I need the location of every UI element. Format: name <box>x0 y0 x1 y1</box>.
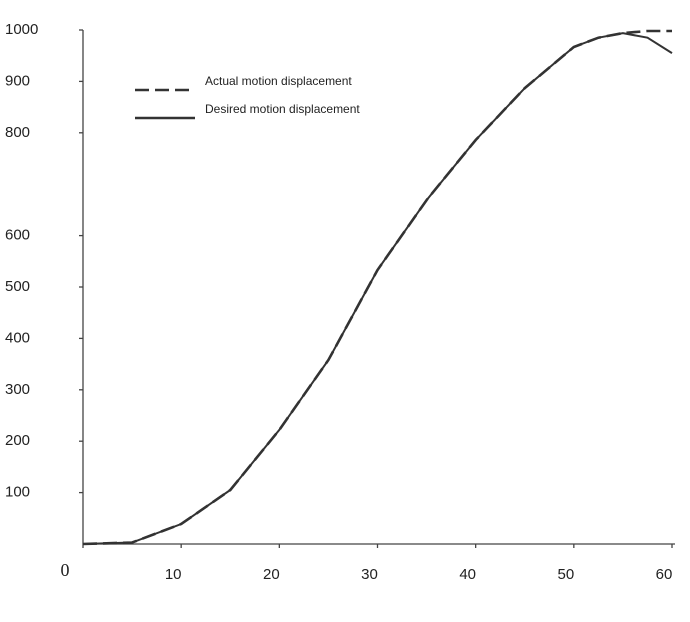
x-tick-label: 40 <box>459 566 476 583</box>
x-tick-label: 30 <box>361 566 378 583</box>
legend-label: Actual motion displacement <box>205 74 352 88</box>
x-tick-label: 20 <box>263 566 280 583</box>
y-tick-label: 300 <box>5 381 30 398</box>
y-tick-label: 1000 <box>5 21 38 38</box>
y-tick-label: 900 <box>5 72 30 89</box>
x-tick-label: 60 <box>656 566 673 583</box>
series-line <box>82 32 673 545</box>
x-tick-label: 10 <box>165 566 182 583</box>
y-tick-label: 100 <box>5 484 30 501</box>
legend-label: Desired motion displacement <box>205 102 360 116</box>
y-tick-label: 600 <box>5 227 30 244</box>
y-tick-label: 200 <box>5 432 30 449</box>
y-tick-label: 800 <box>5 124 30 141</box>
y-tick-label: 500 <box>5 278 30 295</box>
x-tick-label: 0 <box>61 560 70 580</box>
x-tick-label: 50 <box>557 566 574 583</box>
y-tick-label: 400 <box>5 329 30 346</box>
